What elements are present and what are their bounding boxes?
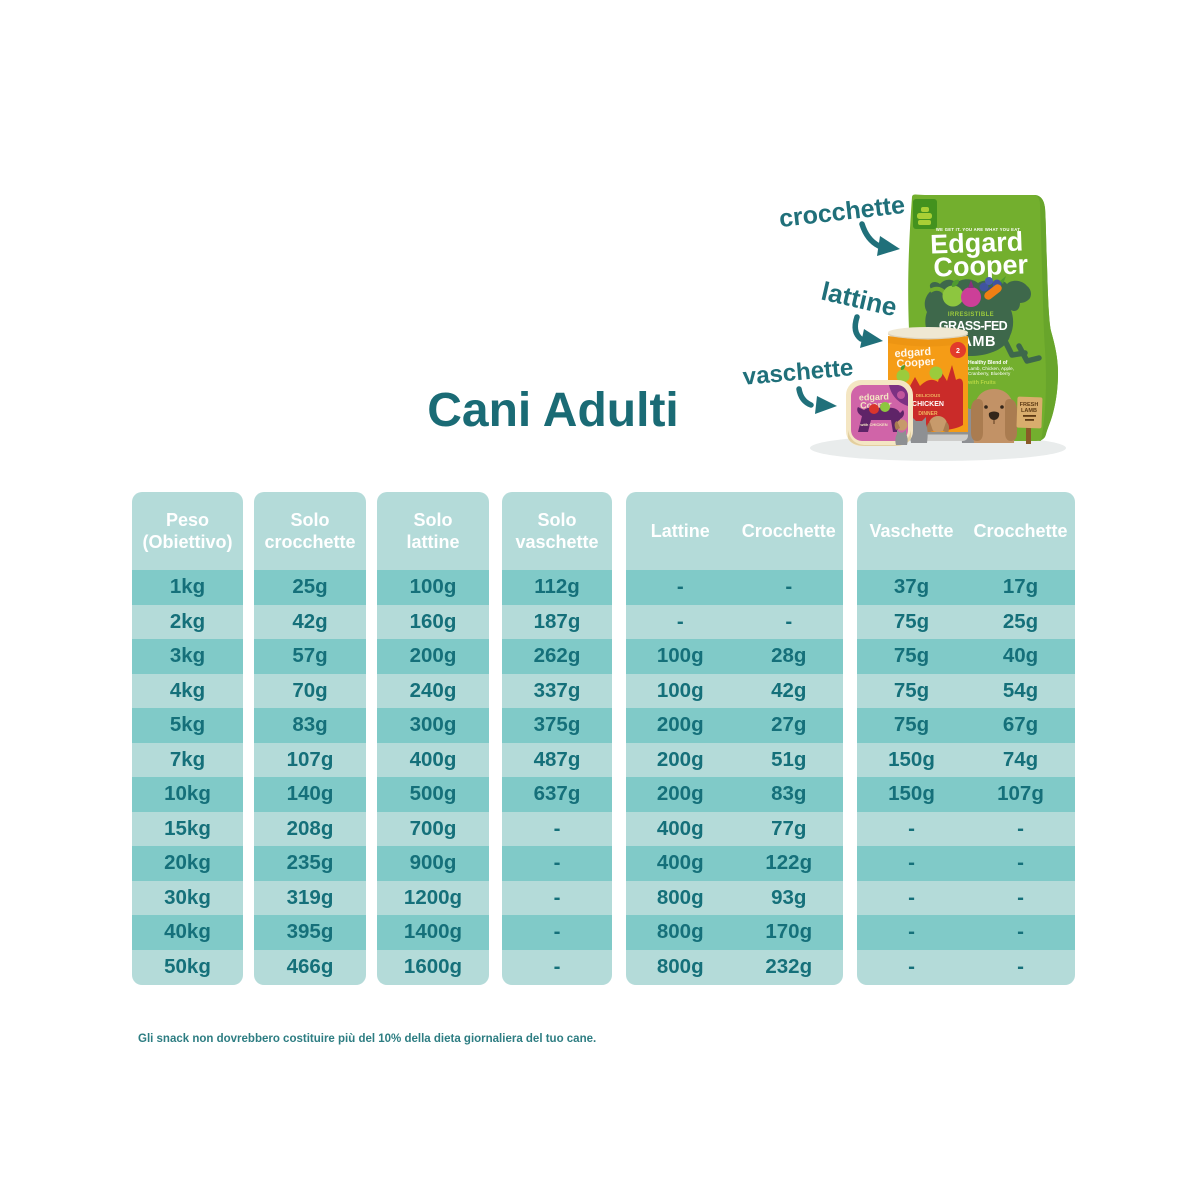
- svg-text:2: 2: [956, 348, 960, 355]
- svg-text:edgard: edgard: [859, 391, 889, 402]
- svg-text:LAMB: LAMB: [1021, 408, 1037, 414]
- svg-text:with CHICKEN: with CHICKEN: [859, 422, 887, 427]
- svg-text:DINNER: DINNER: [918, 411, 938, 417]
- svg-text:DELICIOUS: DELICIOUS: [916, 393, 941, 398]
- svg-text:Cooper: Cooper: [896, 356, 936, 371]
- svg-text:Edgard: Edgard: [930, 226, 1024, 259]
- svg-text:CHICKEN: CHICKEN: [912, 401, 944, 408]
- svg-text:vaschette: vaschette: [742, 354, 855, 391]
- svg-text:lattine: lattine: [819, 276, 900, 322]
- svg-text:Cranberry, Blueberry: Cranberry, Blueberry: [968, 371, 1011, 376]
- svg-text:edgard: edgard: [894, 346, 931, 361]
- svg-text:Healthy Blend of: Healthy Blend of: [968, 360, 1008, 366]
- svg-text:WE GET IT. YOU ARE WHAT YOU EA: WE GET IT. YOU ARE WHAT YOU EAT: [936, 227, 1020, 232]
- svg-text:Lamb, Chicken, Apple,: Lamb, Chicken, Apple,: [968, 366, 1014, 371]
- svg-text:crocchette: crocchette: [778, 191, 907, 233]
- svg-text:IRRESISTIBLE: IRRESISTIBLE: [948, 312, 994, 318]
- svg-text:FRESH: FRESH: [1020, 402, 1039, 408]
- svg-text:with Fruits: with Fruits: [967, 380, 996, 386]
- svg-text:Cooper: Cooper: [933, 249, 1029, 282]
